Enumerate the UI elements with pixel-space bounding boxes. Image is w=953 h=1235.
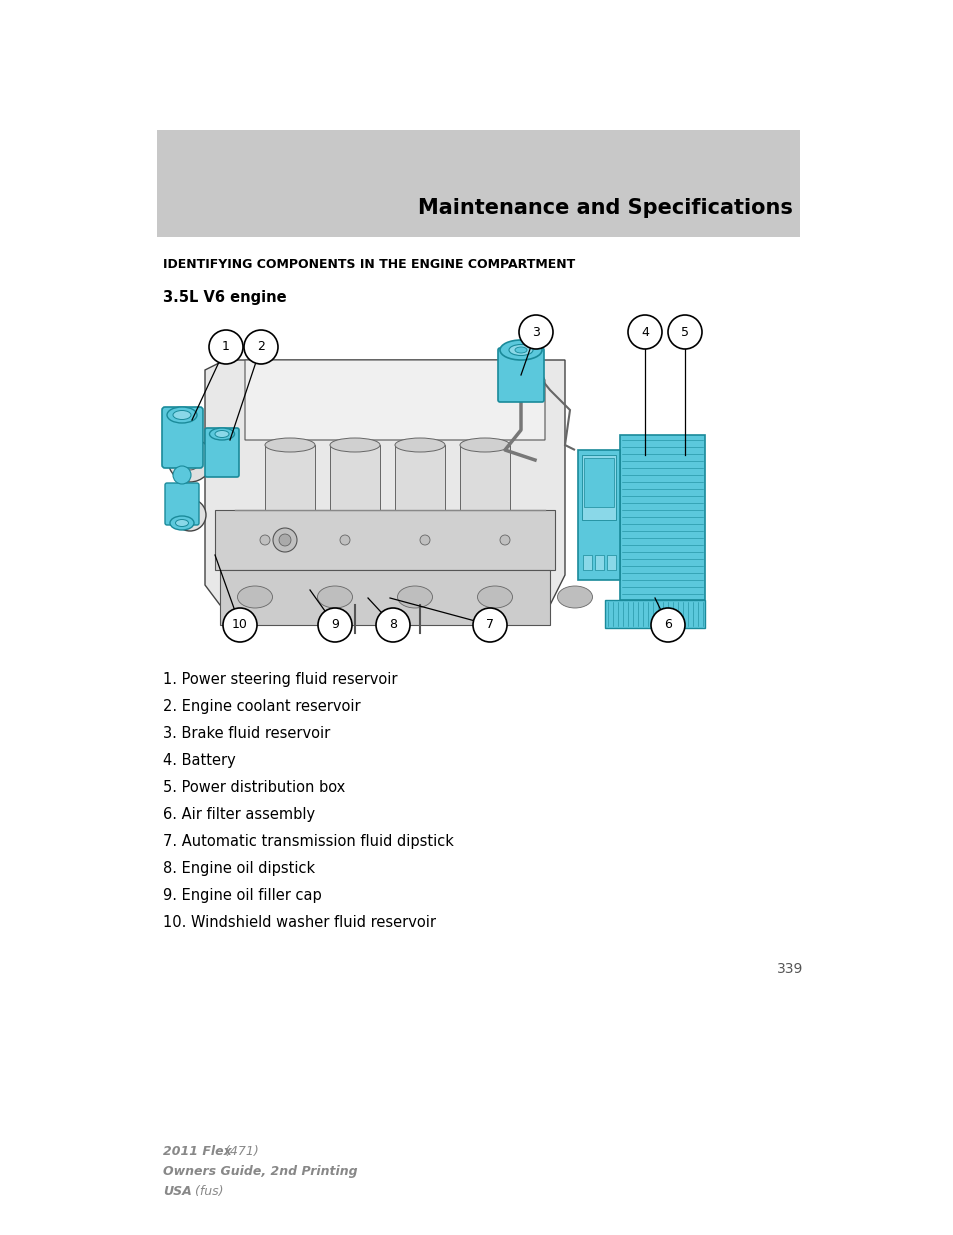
Circle shape <box>172 466 191 484</box>
Text: 2. Engine coolant reservoir: 2. Engine coolant reservoir <box>163 699 360 714</box>
FancyBboxPatch shape <box>604 600 704 629</box>
Text: IDENTIFYING COMPONENTS IN THE ENGINE COMPARTMENT: IDENTIFYING COMPONENTS IN THE ENGINE COM… <box>163 258 575 270</box>
Circle shape <box>375 608 410 642</box>
Ellipse shape <box>477 585 512 608</box>
Ellipse shape <box>265 438 314 452</box>
Ellipse shape <box>237 585 273 608</box>
FancyBboxPatch shape <box>205 429 239 477</box>
Polygon shape <box>205 359 564 605</box>
Circle shape <box>168 438 212 482</box>
Text: 9: 9 <box>331 619 338 631</box>
Text: USA: USA <box>163 1186 192 1198</box>
FancyBboxPatch shape <box>165 483 199 525</box>
Circle shape <box>339 535 350 545</box>
FancyBboxPatch shape <box>330 445 379 510</box>
Circle shape <box>244 330 277 364</box>
Text: 3. Brake fluid reservoir: 3. Brake fluid reservoir <box>163 726 330 741</box>
Text: 7: 7 <box>485 619 494 631</box>
FancyBboxPatch shape <box>581 454 616 520</box>
Ellipse shape <box>395 438 444 452</box>
FancyBboxPatch shape <box>395 445 444 510</box>
Text: 9. Engine oil filler cap: 9. Engine oil filler cap <box>163 888 321 903</box>
FancyBboxPatch shape <box>578 450 619 580</box>
Ellipse shape <box>557 585 592 608</box>
FancyBboxPatch shape <box>583 458 614 508</box>
Ellipse shape <box>397 585 432 608</box>
Ellipse shape <box>515 347 526 353</box>
Text: 1. Power steering fluid reservoir: 1. Power steering fluid reservoir <box>163 672 397 687</box>
Text: 2: 2 <box>256 341 265 353</box>
Circle shape <box>627 315 661 350</box>
Ellipse shape <box>167 408 196 424</box>
Text: 6. Air filter assembly: 6. Air filter assembly <box>163 806 314 823</box>
Ellipse shape <box>214 431 229 437</box>
Ellipse shape <box>330 438 379 452</box>
Text: 1: 1 <box>222 341 230 353</box>
Text: Owners Guide, 2nd Printing: Owners Guide, 2nd Printing <box>163 1165 357 1178</box>
Ellipse shape <box>210 429 234 440</box>
Circle shape <box>209 330 243 364</box>
Circle shape <box>260 535 270 545</box>
Text: 2011 Flex: 2011 Flex <box>163 1145 232 1158</box>
FancyBboxPatch shape <box>595 555 603 571</box>
Text: (471): (471) <box>221 1145 258 1158</box>
Circle shape <box>667 315 701 350</box>
Text: Maintenance and Specifications: Maintenance and Specifications <box>417 198 792 219</box>
Ellipse shape <box>459 438 510 452</box>
Text: 4: 4 <box>640 326 648 338</box>
Text: 3: 3 <box>532 326 539 338</box>
Text: 339: 339 <box>776 962 802 976</box>
Text: 5. Power distribution box: 5. Power distribution box <box>163 781 345 795</box>
Text: 7. Automatic transmission fluid dipstick: 7. Automatic transmission fluid dipstick <box>163 834 454 848</box>
Circle shape <box>518 315 553 350</box>
FancyBboxPatch shape <box>582 555 592 571</box>
Text: 3.5L V6 engine: 3.5L V6 engine <box>163 290 286 305</box>
Text: 5: 5 <box>680 326 688 338</box>
Circle shape <box>180 450 200 471</box>
Ellipse shape <box>175 520 189 526</box>
Circle shape <box>419 535 430 545</box>
Ellipse shape <box>317 585 352 608</box>
FancyBboxPatch shape <box>214 510 555 571</box>
FancyBboxPatch shape <box>497 348 543 403</box>
FancyBboxPatch shape <box>459 445 510 510</box>
Circle shape <box>473 608 506 642</box>
Ellipse shape <box>170 516 193 530</box>
FancyBboxPatch shape <box>162 408 203 468</box>
FancyBboxPatch shape <box>157 130 800 237</box>
Text: 10: 10 <box>232 619 248 631</box>
Text: (fus): (fus) <box>191 1186 223 1198</box>
Circle shape <box>499 535 510 545</box>
Text: 10. Windshield washer fluid reservoir: 10. Windshield washer fluid reservoir <box>163 915 436 930</box>
Circle shape <box>278 534 291 546</box>
FancyBboxPatch shape <box>265 445 314 510</box>
FancyBboxPatch shape <box>606 555 616 571</box>
Ellipse shape <box>509 345 533 356</box>
Text: 6: 6 <box>663 619 671 631</box>
Ellipse shape <box>499 340 541 359</box>
Circle shape <box>173 499 206 531</box>
Ellipse shape <box>172 410 191 420</box>
Text: 8: 8 <box>389 619 396 631</box>
Text: 8. Engine oil dipstick: 8. Engine oil dipstick <box>163 861 314 876</box>
FancyBboxPatch shape <box>220 571 550 625</box>
FancyBboxPatch shape <box>619 435 704 600</box>
Circle shape <box>317 608 352 642</box>
Polygon shape <box>245 359 544 440</box>
Circle shape <box>273 529 296 552</box>
Text: 4. Battery: 4. Battery <box>163 753 235 768</box>
Circle shape <box>650 608 684 642</box>
Circle shape <box>223 608 256 642</box>
